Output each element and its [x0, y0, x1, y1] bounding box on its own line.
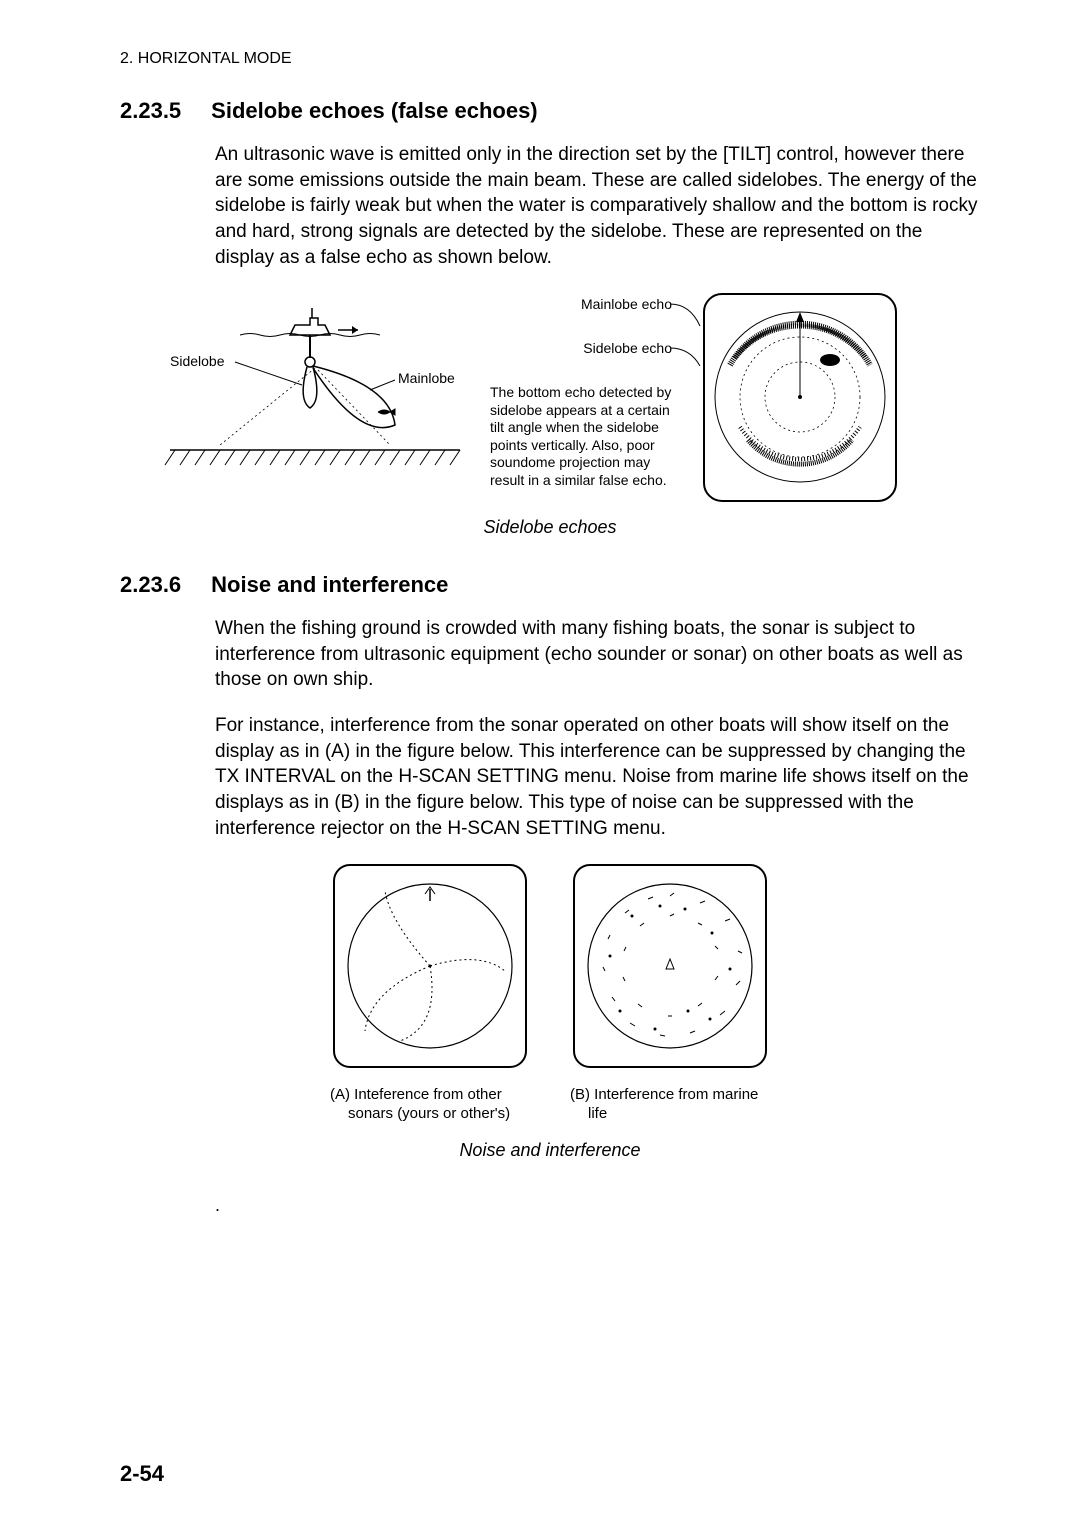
label-mainlobe: Mainlobe: [398, 370, 455, 386]
sidelobe-figure-row: Sidelobe Mainlobe Mainlobe echo Sidelobe…: [160, 290, 980, 505]
label-mainlobe-echo: Mainlobe echo: [490, 296, 680, 312]
sidelobe-note: The bottom echo detected by sidelobe app…: [490, 384, 680, 489]
sidelobe-left-diagram: Sidelobe Mainlobe: [160, 290, 470, 490]
boat-lobes-svg: [160, 290, 470, 490]
section1-paragraph: An ultrasonic wave is emitted only in th…: [215, 142, 980, 270]
section2-paragraph1: When the fishing ground is crowded with …: [215, 616, 980, 693]
noise-figure-row: [120, 861, 980, 1076]
chapter-header: 2. HORIZONTAL MODE: [120, 50, 980, 68]
noise-b-svg: [570, 861, 770, 1071]
noise-diagram-a: [330, 861, 530, 1076]
section2-paragraph2: For instance, interference from the sona…: [215, 713, 980, 841]
label-sidelobe-echo: Sidelobe echo: [490, 340, 680, 356]
figure-caption-noise: Noise and interference: [120, 1140, 980, 1161]
stray-dot: .: [215, 1195, 980, 1216]
noise-caption-row: (A) Inteference from other sonars (yours…: [120, 1086, 980, 1124]
section-number: 2.23.5: [120, 98, 181, 124]
section-title: Sidelobe echoes (false echoes): [211, 98, 537, 124]
section-heading-noise: 2.23.6 Noise and interference: [120, 572, 980, 598]
section-title2: Noise and interference: [211, 572, 448, 598]
section-heading-sidelobe: 2.23.5 Sidelobe echoes (false echoes): [120, 98, 980, 124]
label-sidelobe: Sidelobe: [170, 353, 225, 369]
figure-caption-sidelobe: Sidelobe echoes: [120, 517, 980, 538]
sidelobe-right-diagram: [700, 290, 900, 505]
sidelobe-mid-text: Mainlobe echo Sidelobe echo The bottom e…: [490, 290, 680, 489]
page-number: 2-54: [120, 1461, 164, 1487]
section-number2: 2.23.6: [120, 572, 181, 598]
caption-a: (A) Inteference from other sonars (yours…: [330, 1086, 530, 1124]
radar-display-svg: [700, 290, 900, 505]
noise-a-svg: [330, 861, 530, 1071]
caption-b: (B) Interference from marine life: [570, 1086, 770, 1124]
noise-diagram-b: [570, 861, 770, 1076]
